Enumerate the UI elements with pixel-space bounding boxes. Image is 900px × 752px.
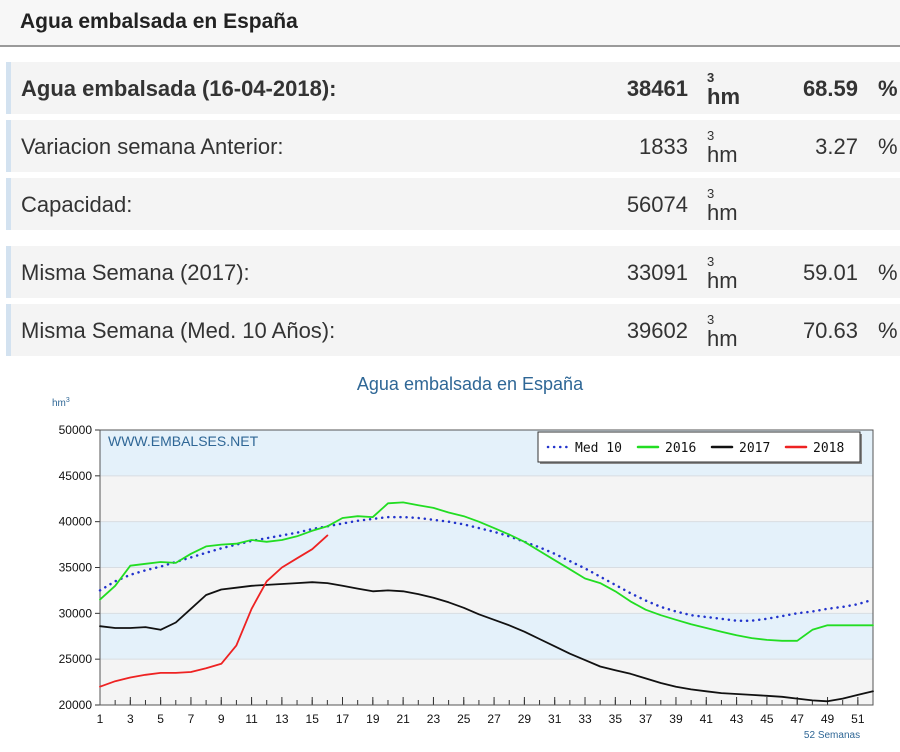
row-label: Misma Semana (2017): <box>21 260 250 285</box>
unit-base: hm <box>707 326 738 351</box>
header-title: Agua embalsada en España <box>20 10 298 33</box>
unit-sup: 3 <box>707 312 715 327</box>
percent-sign: % <box>878 76 898 101</box>
unit-sup: 3 <box>707 70 715 85</box>
x-axis-label: 52 Semanas <box>804 730 860 741</box>
unit-base: hm <box>707 142 738 167</box>
x-tick-label: 27 <box>487 712 501 726</box>
table-row: Variacion semana Anterior: 1833 hm 3 3.27% <box>6 120 900 172</box>
watermark: WWW.EMBALSES.NET <box>108 433 259 449</box>
plot-border <box>99 429 874 706</box>
x-tick-label: 13 <box>275 712 289 726</box>
legend-label: Med 10 <box>575 441 622 456</box>
y-tick-label: 25000 <box>59 652 93 666</box>
x-tick-label: 37 <box>639 712 653 726</box>
x-tick-label: 5 <box>157 712 164 726</box>
row-unit: hm 3 <box>707 70 740 109</box>
percent-sign: % <box>878 318 898 343</box>
x-tick-label: 29 <box>518 712 532 726</box>
row-value: 38461 <box>626 76 688 101</box>
legend: Med 10 2016 2017 2018 <box>537 431 862 464</box>
y-tick-label: 40000 <box>59 515 93 529</box>
x-tick-label: 11 <box>245 712 258 726</box>
x-tick-label: 1 <box>97 712 104 726</box>
unit-sup: 3 <box>707 254 715 269</box>
percent-sign: % <box>878 260 898 285</box>
row-label: Capacidad: <box>21 192 133 217</box>
row-label: Variacion semana Anterior: <box>21 134 284 159</box>
percent-sign: % <box>878 134 898 159</box>
y-tick-label: 50000 <box>59 423 93 437</box>
unit-base: hm <box>707 200 738 225</box>
table-row: Misma Semana (2017): 33091 hm 3 59.01% <box>6 246 900 298</box>
x-tick-label: 15 <box>306 712 320 726</box>
legend-label: 2017 <box>739 441 770 456</box>
y-unit-sup: 3 <box>66 397 70 404</box>
legend-label: 2016 <box>665 441 696 456</box>
row-unit: hm 3 <box>707 254 738 293</box>
x-tick-label: 9 <box>218 712 225 726</box>
x-tick-label: 49 <box>821 712 835 726</box>
unit-sup: 3 <box>707 186 715 201</box>
x-tick-label: 33 <box>578 712 592 726</box>
unit-base: hm <box>707 84 740 109</box>
x-tick-label: 47 <box>791 712 805 726</box>
x-tick-label: 39 <box>669 712 683 726</box>
row-unit: hm 3 <box>707 312 738 351</box>
x-tick-label: 43 <box>730 712 744 726</box>
unit-sup: 3 <box>707 128 715 143</box>
y-unit: hm3 <box>52 397 70 409</box>
x-tick-label: 25 <box>457 712 471 726</box>
y-tick-label: 20000 <box>59 698 93 712</box>
series-line <box>99 581 874 703</box>
x-tick-label: 45 <box>760 712 774 726</box>
header: Agua embalsada en España <box>0 0 900 47</box>
x-tick-label: 51 <box>851 712 865 726</box>
table-row: Misma Semana (Med. 10 Años): 39602 hm 3 70.6… <box>6 304 900 356</box>
y-tick-label: 30000 <box>59 606 93 620</box>
x-tick-label: 3 <box>127 712 134 726</box>
row-label: Agua embalsada (16-04-2018): <box>21 76 337 101</box>
x-tick-label: 17 <box>336 712 350 726</box>
row-value: 56074 <box>626 192 688 217</box>
row-percent: 59.01 <box>802 260 858 285</box>
x-tick-label: 21 <box>396 712 410 726</box>
y-tick-label: 35000 <box>59 561 93 575</box>
x-tick-label: 31 <box>548 712 562 726</box>
series-line <box>99 501 874 642</box>
x-tick-label: 41 <box>700 712 714 726</box>
row-value: 33091 <box>626 260 688 285</box>
row-percent: 68.59 <box>802 76 858 101</box>
row-percent: 70.63 <box>802 318 858 343</box>
row-unit: hm 3 <box>707 128 738 167</box>
row-percent: 3.27 <box>815 134 858 159</box>
row-value: 39602 <box>626 318 688 343</box>
row-value: 1833 <box>639 134 688 159</box>
chart-title: Agua embalsada en España <box>357 374 584 394</box>
x-tick-label: 19 <box>366 712 380 726</box>
row-unit: hm 3 <box>707 186 738 225</box>
legend-label: 2018 <box>813 441 844 456</box>
x-tick-label: 7 <box>188 712 195 726</box>
x-tick-label: 35 <box>609 712 623 726</box>
table-row: Capacidad: 56074 hm 3 <box>6 178 900 230</box>
series-line <box>99 534 329 688</box>
chart: Agua embalsada en España hm3 20000250003… <box>52 374 875 741</box>
grid-band <box>100 613 873 660</box>
unit-base: hm <box>707 268 738 293</box>
y-tick-label: 45000 <box>59 469 93 483</box>
table-row: Agua embalsada (16-04-2018): 38461 hm 3 68.5… <box>6 62 900 114</box>
row-label: Misma Semana (Med. 10 Años): <box>21 318 336 343</box>
x-tick-label: 23 <box>427 712 441 726</box>
y-unit-base: hm <box>52 398 66 409</box>
